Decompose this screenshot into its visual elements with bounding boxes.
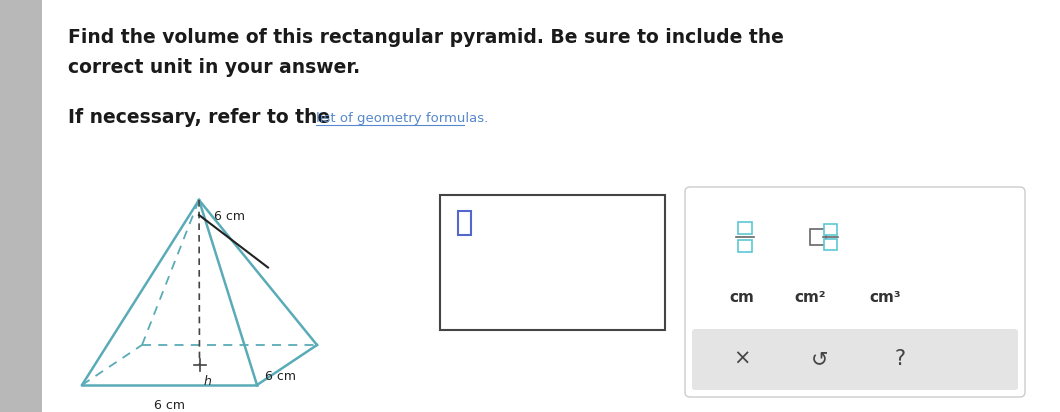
Bar [738, 240, 752, 252]
Bar [738, 222, 752, 234]
Text: h: h [204, 375, 211, 388]
Bar [824, 239, 836, 250]
Bar [440, 195, 665, 330]
Bar [458, 211, 471, 235]
Bar [810, 229, 826, 245]
Text: ×: × [734, 349, 750, 369]
Text: 6 cm: 6 cm [214, 210, 245, 223]
FancyBboxPatch shape [685, 187, 1025, 397]
Text: ↺: ↺ [811, 349, 829, 369]
Text: 6 cm: 6 cm [265, 370, 296, 383]
Text: list of geometry formulas.: list of geometry formulas. [316, 112, 489, 125]
Text: cm²: cm² [794, 290, 826, 304]
Text: If necessary, refer to the: If necessary, refer to the [68, 108, 337, 127]
Bar [0, 0, 42, 412]
Bar [824, 224, 836, 235]
Text: Find the volume of this rectangular pyramid. Be sure to include the: Find the volume of this rectangular pyra… [68, 28, 784, 47]
Text: correct unit in your answer.: correct unit in your answer. [68, 58, 360, 77]
Text: 6 cm: 6 cm [155, 399, 186, 412]
Text: cm³: cm³ [869, 290, 901, 304]
Text: ?: ? [895, 349, 905, 369]
Text: cm: cm [729, 290, 755, 304]
FancyBboxPatch shape [692, 329, 1018, 390]
